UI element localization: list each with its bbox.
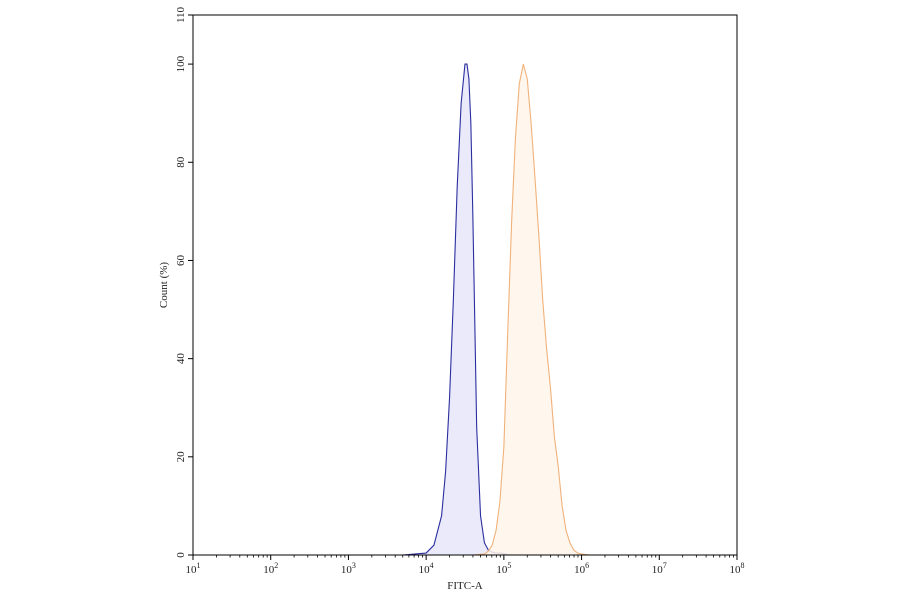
series-2-fill <box>472 64 590 555</box>
y-tick-label: 60 <box>175 254 187 266</box>
y-axis: 0 20 40 60 80 100 110 <box>175 6 193 558</box>
series-layer <box>402 63 590 556</box>
y-tick-label: 40 <box>175 353 187 365</box>
y-tick-label: 0 <box>175 552 187 558</box>
series-2-line <box>472 63 590 556</box>
x-tick-label: 105 <box>496 561 511 576</box>
x-tick-label: 107 <box>652 561 667 576</box>
y-tick-label: 20 <box>175 451 187 463</box>
x-tick-label: 102 <box>263 561 278 576</box>
y-tick-label: 110 <box>175 6 187 23</box>
x-tick-label: 103 <box>341 561 356 576</box>
y-tick-label: 100 <box>175 55 187 72</box>
x-tick-label: 101 <box>186 561 201 576</box>
y-tick-label: 80 <box>175 156 187 168</box>
x-axis: 101 102 103 104 105 106 107 108 <box>186 555 745 576</box>
x-tick-label: 106 <box>574 561 589 576</box>
x-tick-label: 108 <box>730 561 745 576</box>
series-1-fill <box>402 64 512 555</box>
x-tick-label: 104 <box>419 561 434 576</box>
x-axis-title: FITC-A <box>447 580 483 592</box>
plot-frame <box>192 14 738 556</box>
y-axis-title: Count (%) <box>158 262 170 308</box>
